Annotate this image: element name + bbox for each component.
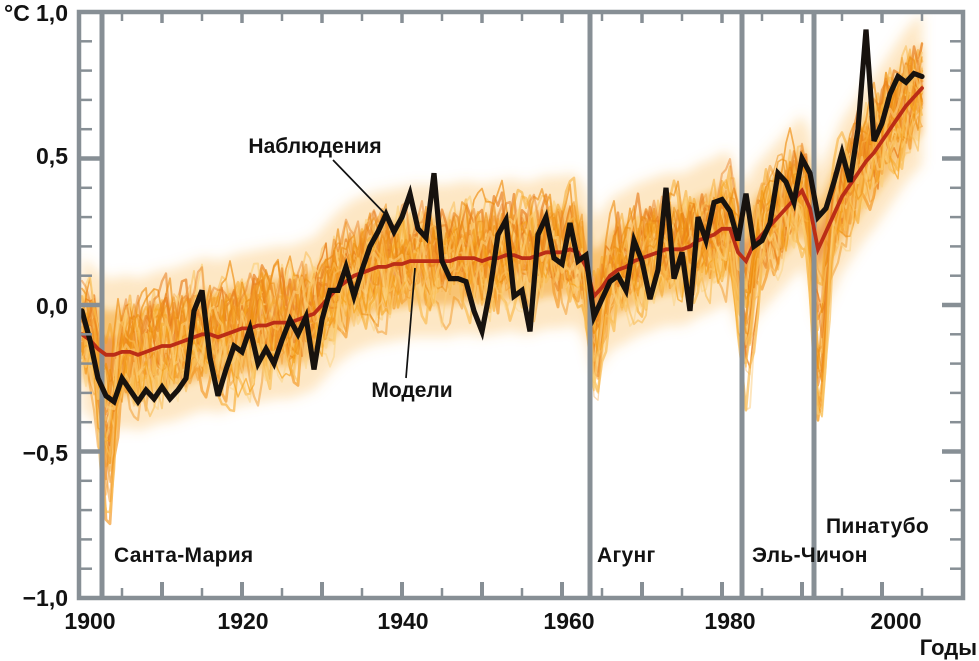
- x-tick-label: 2000: [870, 608, 922, 634]
- eruption-label-el-chichon: Эль-Чичон: [752, 544, 868, 567]
- observations-annotation: Наблюдения: [248, 135, 382, 158]
- y-tick-label: 0,5: [36, 143, 68, 169]
- eruption-label-pinatubo: Пинатубо: [826, 515, 930, 538]
- x-tick-label: 1940: [377, 608, 429, 634]
- x-tick-label: 1900: [64, 608, 116, 634]
- y-tick-label: 0,0: [36, 293, 68, 319]
- y-axis-unit-label: °C: [4, 0, 30, 26]
- y-tick-label: −0,5: [22, 440, 68, 466]
- eruption-label-santa-maria: Санта-Мария: [114, 544, 254, 567]
- y-tick-label: 1,0: [36, 0, 68, 26]
- x-tick-label: 1980: [704, 608, 756, 634]
- y-tick-label: −1,0: [22, 585, 68, 611]
- x-axis-title: Годы: [919, 635, 977, 660]
- x-tick-label: 1920: [217, 608, 269, 634]
- eruption-label-agung: Агунг: [597, 544, 656, 567]
- x-tick-label: 1960: [543, 608, 595, 634]
- models-annotation: Модели: [371, 379, 453, 402]
